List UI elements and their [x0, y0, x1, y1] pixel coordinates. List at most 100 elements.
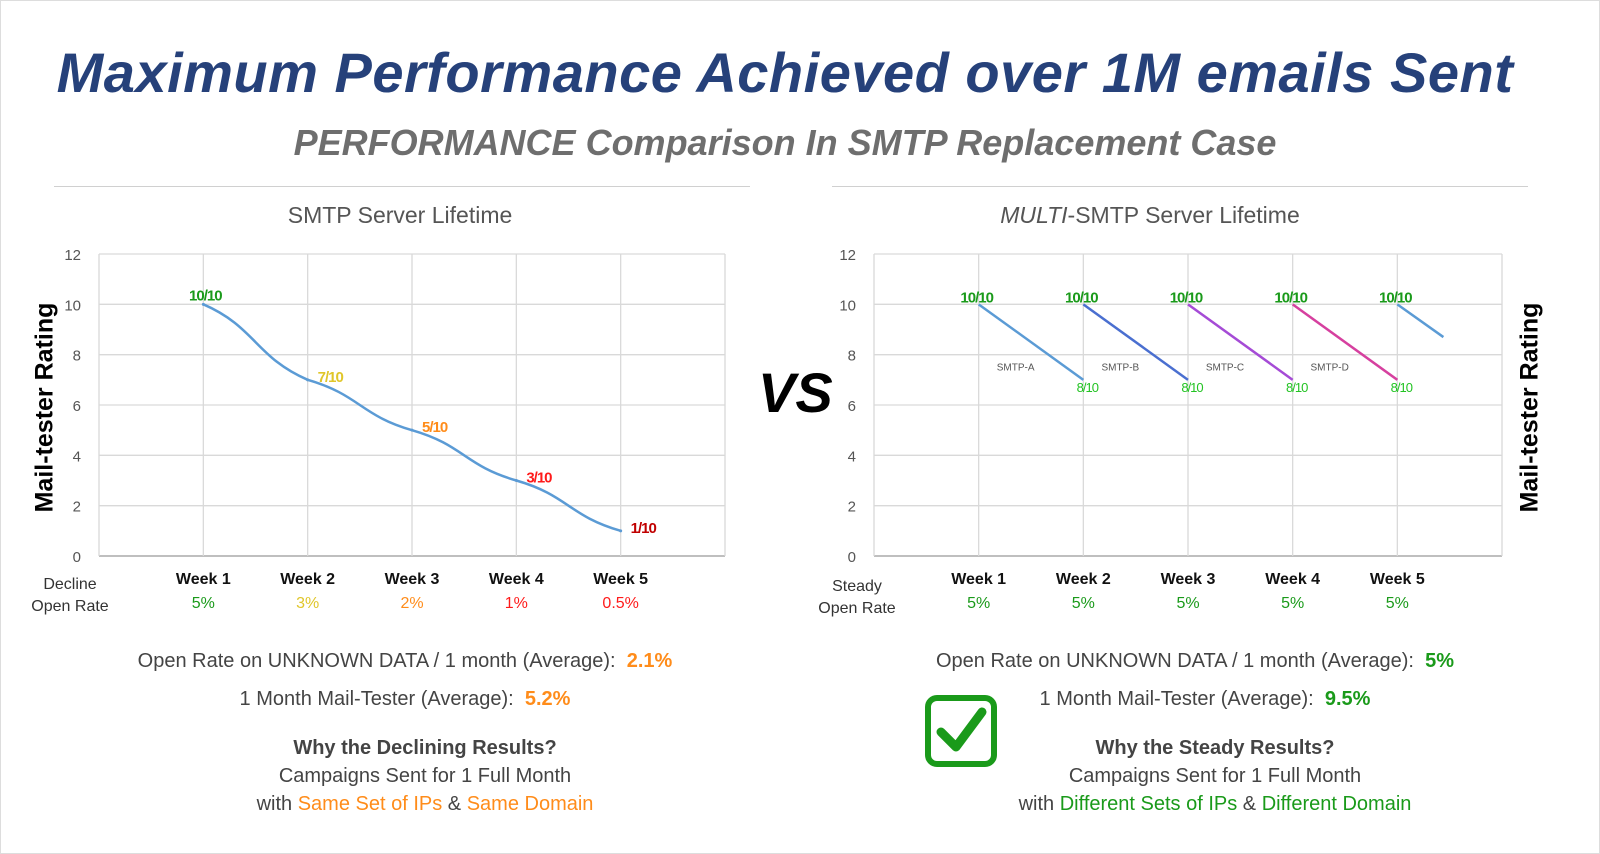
week-label: Week 2	[1055, 571, 1111, 588]
why-amp: &	[1242, 793, 1257, 815]
stat-label: Open Rate on UNKNOWN DATA / 1 month (Ave…	[137, 650, 616, 672]
why-line: Campaigns Sent for 1 Full Month	[278, 765, 572, 787]
week-label: Week 3	[384, 571, 440, 588]
data-point	[619, 529, 623, 533]
y-tick-label: 12	[839, 247, 856, 264]
series-line-smtp-a	[977, 303, 1085, 381]
why-line: Campaigns Sent for 1 Full Month	[1068, 765, 1362, 787]
open-rate-value: 2%	[400, 595, 424, 612]
why-highlight-ips: Same Set of IPs	[297, 793, 443, 815]
open-rate-value: 5%	[1176, 595, 1200, 612]
left-why-block: Why the Declining Results? Campaigns Sen…	[60, 734, 790, 818]
data-point	[410, 428, 414, 432]
y-tick-label: 6	[848, 398, 856, 415]
divider-left	[54, 186, 750, 187]
right-why-block: Why the Steady Results? Campaigns Sent f…	[850, 734, 1580, 818]
row-label-left: Decline Open Rate	[30, 574, 110, 618]
y-tick-label: 6	[73, 398, 81, 415]
week-label: Week 1	[951, 571, 1007, 588]
why-amp: &	[447, 793, 462, 815]
data-label: 7/10	[318, 369, 344, 386]
data-label: 5/10	[422, 419, 448, 436]
series-line-smtp-b	[1082, 303, 1189, 381]
data-label: 1/10	[631, 520, 657, 537]
checkmark-icon	[925, 695, 997, 767]
why-heading: Why the Steady Results?	[1095, 737, 1335, 759]
divider-right	[832, 186, 1528, 187]
series-name-label: SMTP-D	[1310, 363, 1348, 374]
vs-label: VS	[758, 361, 833, 424]
open-rate-value: 5%	[1385, 595, 1409, 612]
data-label-start: 10/10	[1065, 289, 1098, 306]
week-label: Week 1	[175, 571, 231, 588]
why-with: with	[1018, 793, 1055, 815]
stat-value: 5%	[1425, 650, 1454, 672]
row-label-right: Steady Open Rate	[812, 576, 902, 620]
series-name-label: SMTP-C	[1206, 363, 1244, 374]
chart-title-italic: MULTI	[1000, 202, 1068, 228]
why-with: with	[256, 793, 293, 815]
stat-value: 2.1%	[626, 650, 673, 672]
week-label: Week 4	[488, 571, 544, 588]
series-name-label: SMTP-A	[997, 363, 1035, 374]
data-label-start: 10/10	[1274, 289, 1307, 306]
chart-title-rest: -SMTP Server Lifetime	[1067, 202, 1300, 228]
open-rate-value: 5%	[191, 595, 215, 612]
why-reason: with Same Set of IPs & Same Domain	[60, 790, 790, 818]
y-tick-label: 0	[73, 549, 81, 566]
open-rate-value: 1%	[504, 595, 528, 612]
week-label: Week 5	[593, 571, 649, 588]
y-tick-label: 4	[73, 448, 81, 465]
open-rate-value: 0.5%	[602, 595, 639, 612]
page-title: Maximum Performance Achieved over 1M ema…	[56, 41, 1514, 104]
open-rate-value: 3%	[296, 595, 320, 612]
right-mail-tester-stat: 1 Month Mail-Tester (Average): 9.5%	[860, 688, 1550, 711]
y-tick-label: 4	[848, 448, 856, 465]
series-line-next	[1396, 303, 1445, 339]
data-label: 3/10	[526, 470, 552, 487]
data-label: 10/10	[189, 287, 222, 304]
stat-label: 1 Month Mail-Tester (Average):	[239, 688, 514, 710]
left-mail-tester-stat: 1 Month Mail-Tester (Average): 5.2%	[60, 688, 750, 711]
stat-value: 5.2%	[524, 688, 571, 710]
data-label-start: 10/10	[1170, 289, 1203, 306]
y-tick-label: 12	[64, 247, 81, 264]
y-tick-label: 8	[848, 348, 856, 365]
data-point	[306, 378, 310, 382]
why-reason: with Different Sets of IPs & Different D…	[850, 790, 1580, 818]
data-label-end: 8/10	[1286, 380, 1308, 395]
week-label: Week 3	[1160, 571, 1216, 588]
data-label-end: 8/10	[1181, 380, 1203, 395]
data-label-end: 8/10	[1391, 380, 1413, 395]
data-label-end: 8/10	[1077, 380, 1099, 395]
right-open-rate-stat: Open Rate on UNKNOWN DATA / 1 month (Ave…	[850, 650, 1540, 673]
row-label-open-rate: Open Rate	[31, 598, 109, 615]
y-tick-label: 8	[73, 348, 81, 365]
chart-title-left: SMTP Server Lifetime	[287, 202, 513, 228]
row-label-decline: Decline	[43, 576, 97, 593]
y-tick-label: 2	[73, 499, 81, 516]
open-rate-value: 5%	[967, 595, 991, 612]
week-label: Week 4	[1265, 571, 1321, 588]
stat-label: Open Rate on UNKNOWN DATA / 1 month (Ave…	[936, 650, 1414, 672]
stat-label: 1 Month Mail-Tester (Average):	[1039, 688, 1314, 710]
why-highlight-domain: Same Domain	[466, 793, 594, 815]
row-label-steady: Steady	[832, 578, 882, 595]
row-label-open-rate: Open Rate	[818, 600, 896, 617]
why-heading: Why the Declining Results?	[293, 737, 557, 759]
data-label-start: 10/10	[960, 289, 993, 306]
week-label: Week 2	[280, 571, 336, 588]
data-point	[514, 479, 518, 482]
series-line-smtp-c	[1187, 303, 1294, 381]
left-open-rate-stat: Open Rate on UNKNOWN DATA / 1 month (Ave…	[60, 650, 750, 673]
page-subtitle: PERFORMANCE Comparison In SMTP Replaceme…	[293, 122, 1277, 163]
week-label: Week 5	[1369, 571, 1425, 588]
y-tick-label: 0	[848, 549, 856, 566]
chart-left: 0 2 4 6 8 10 12 10/10 7/10 5/10 3/10 1/10	[64, 247, 726, 566]
series-name-label: SMTP-B	[1101, 363, 1139, 374]
chart-title-right: MULTI-SMTP Server Lifetime	[940, 202, 1360, 229]
why-highlight-ips: Different Sets of IPs	[1059, 793, 1238, 815]
chart-right: 02468101210/108/10SMTP-A10/108/10SMTP-B1…	[839, 247, 1503, 566]
data-point	[201, 302, 205, 306]
y-tick-label: 10	[839, 297, 856, 314]
